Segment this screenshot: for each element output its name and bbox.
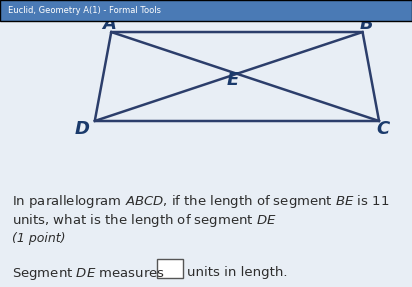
Text: D: D: [75, 120, 90, 138]
Text: C: C: [377, 120, 390, 138]
FancyBboxPatch shape: [0, 0, 412, 21]
Text: E: E: [227, 71, 239, 89]
Text: Euclid, Geometry A(1) - Formal Tools: Euclid, Geometry A(1) - Formal Tools: [8, 6, 161, 15]
Text: units in length.: units in length.: [187, 266, 288, 279]
Text: Segment $DE$ measures: Segment $DE$ measures: [12, 266, 165, 282]
Text: (1 point): (1 point): [12, 232, 66, 245]
Text: A: A: [102, 15, 116, 33]
Text: In parallelogram $ABCD$, if the length of segment $BE$ is 11 units, what is the : In parallelogram $ABCD$, if the length o…: [12, 193, 390, 229]
Text: B: B: [360, 15, 374, 33]
FancyBboxPatch shape: [157, 259, 183, 278]
